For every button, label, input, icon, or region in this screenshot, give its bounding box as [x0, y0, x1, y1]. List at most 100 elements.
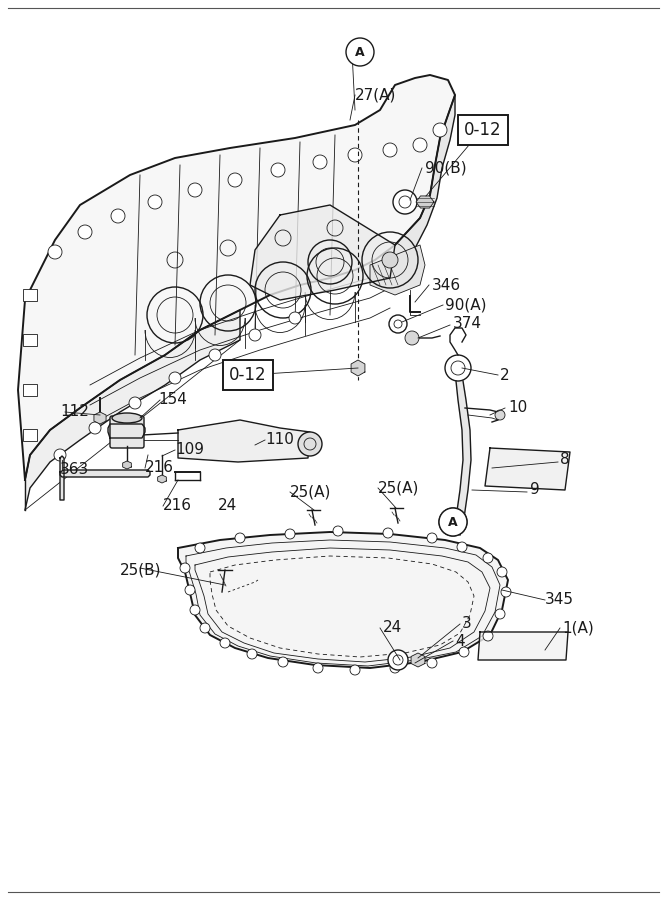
Polygon shape: [157, 475, 166, 483]
Ellipse shape: [112, 413, 142, 423]
Circle shape: [433, 123, 447, 137]
Text: 25(B): 25(B): [120, 562, 161, 578]
Polygon shape: [108, 424, 145, 438]
Circle shape: [439, 508, 467, 536]
Circle shape: [278, 657, 288, 667]
Circle shape: [497, 567, 507, 577]
Circle shape: [148, 195, 162, 209]
Circle shape: [111, 209, 125, 223]
Circle shape: [333, 526, 343, 536]
Text: 25(A): 25(A): [290, 484, 331, 500]
Circle shape: [445, 355, 471, 381]
Polygon shape: [178, 420, 310, 462]
Circle shape: [209, 349, 221, 361]
Circle shape: [220, 638, 230, 648]
Text: 9: 9: [530, 482, 540, 498]
Text: 1(A): 1(A): [562, 620, 594, 635]
Circle shape: [439, 508, 467, 536]
Circle shape: [495, 410, 505, 420]
Polygon shape: [25, 310, 240, 510]
Text: 0-12: 0-12: [464, 121, 502, 139]
Circle shape: [390, 663, 400, 673]
FancyBboxPatch shape: [23, 429, 37, 441]
Circle shape: [129, 397, 141, 409]
Circle shape: [388, 650, 408, 670]
Circle shape: [459, 647, 469, 657]
Circle shape: [348, 148, 362, 162]
Circle shape: [427, 533, 437, 543]
Circle shape: [200, 623, 210, 633]
Text: 216: 216: [163, 499, 192, 514]
Circle shape: [393, 190, 417, 214]
Polygon shape: [452, 381, 471, 535]
Text: 10: 10: [508, 400, 527, 416]
Circle shape: [298, 432, 322, 456]
FancyBboxPatch shape: [23, 289, 37, 301]
Text: 110: 110: [265, 433, 294, 447]
Circle shape: [313, 155, 327, 169]
Polygon shape: [351, 360, 365, 376]
Circle shape: [383, 528, 393, 538]
Text: 109: 109: [175, 443, 204, 457]
Text: 24: 24: [383, 620, 402, 635]
Text: 2: 2: [500, 367, 510, 382]
Circle shape: [188, 183, 202, 197]
Text: 27(A): 27(A): [355, 87, 396, 103]
Circle shape: [382, 252, 398, 268]
Text: 346: 346: [432, 277, 461, 292]
Text: 363: 363: [60, 463, 89, 478]
Polygon shape: [395, 95, 455, 275]
Circle shape: [495, 609, 505, 619]
Circle shape: [383, 143, 397, 157]
Circle shape: [78, 225, 92, 239]
Text: 0-12: 0-12: [229, 366, 267, 384]
Circle shape: [501, 587, 511, 597]
Text: 90(B): 90(B): [425, 160, 467, 176]
Text: 24: 24: [218, 499, 237, 514]
Text: 216: 216: [145, 461, 174, 475]
Text: 90(A): 90(A): [445, 298, 486, 312]
Polygon shape: [416, 196, 434, 208]
Polygon shape: [178, 532, 508, 668]
Polygon shape: [485, 448, 570, 490]
Circle shape: [413, 138, 427, 152]
Circle shape: [405, 331, 419, 345]
Circle shape: [389, 315, 407, 333]
Circle shape: [313, 663, 323, 673]
Polygon shape: [123, 461, 131, 469]
Polygon shape: [60, 456, 150, 477]
Polygon shape: [94, 412, 106, 424]
Polygon shape: [478, 632, 568, 660]
Circle shape: [271, 163, 285, 177]
Text: 4: 4: [455, 634, 465, 649]
Circle shape: [457, 542, 467, 552]
Polygon shape: [411, 653, 425, 667]
Circle shape: [48, 245, 62, 259]
Text: A: A: [356, 46, 365, 58]
Circle shape: [289, 312, 301, 324]
Circle shape: [89, 422, 101, 434]
Circle shape: [285, 529, 295, 539]
Circle shape: [346, 38, 374, 66]
Circle shape: [483, 631, 493, 641]
Circle shape: [54, 449, 66, 461]
Text: 3: 3: [462, 616, 472, 632]
Text: 154: 154: [158, 392, 187, 408]
Polygon shape: [250, 205, 395, 300]
Text: A: A: [449, 517, 457, 527]
Text: 8: 8: [560, 453, 570, 467]
Circle shape: [247, 649, 257, 659]
Circle shape: [228, 173, 242, 187]
Text: A: A: [448, 516, 458, 528]
Circle shape: [235, 533, 245, 543]
Circle shape: [195, 543, 205, 553]
Circle shape: [190, 605, 200, 615]
Circle shape: [483, 553, 493, 563]
Text: 112: 112: [60, 404, 89, 419]
Circle shape: [427, 658, 437, 668]
Text: 25(A): 25(A): [378, 481, 420, 496]
Polygon shape: [370, 245, 425, 295]
Text: 374: 374: [453, 317, 482, 331]
FancyBboxPatch shape: [110, 416, 144, 448]
Polygon shape: [18, 75, 455, 480]
